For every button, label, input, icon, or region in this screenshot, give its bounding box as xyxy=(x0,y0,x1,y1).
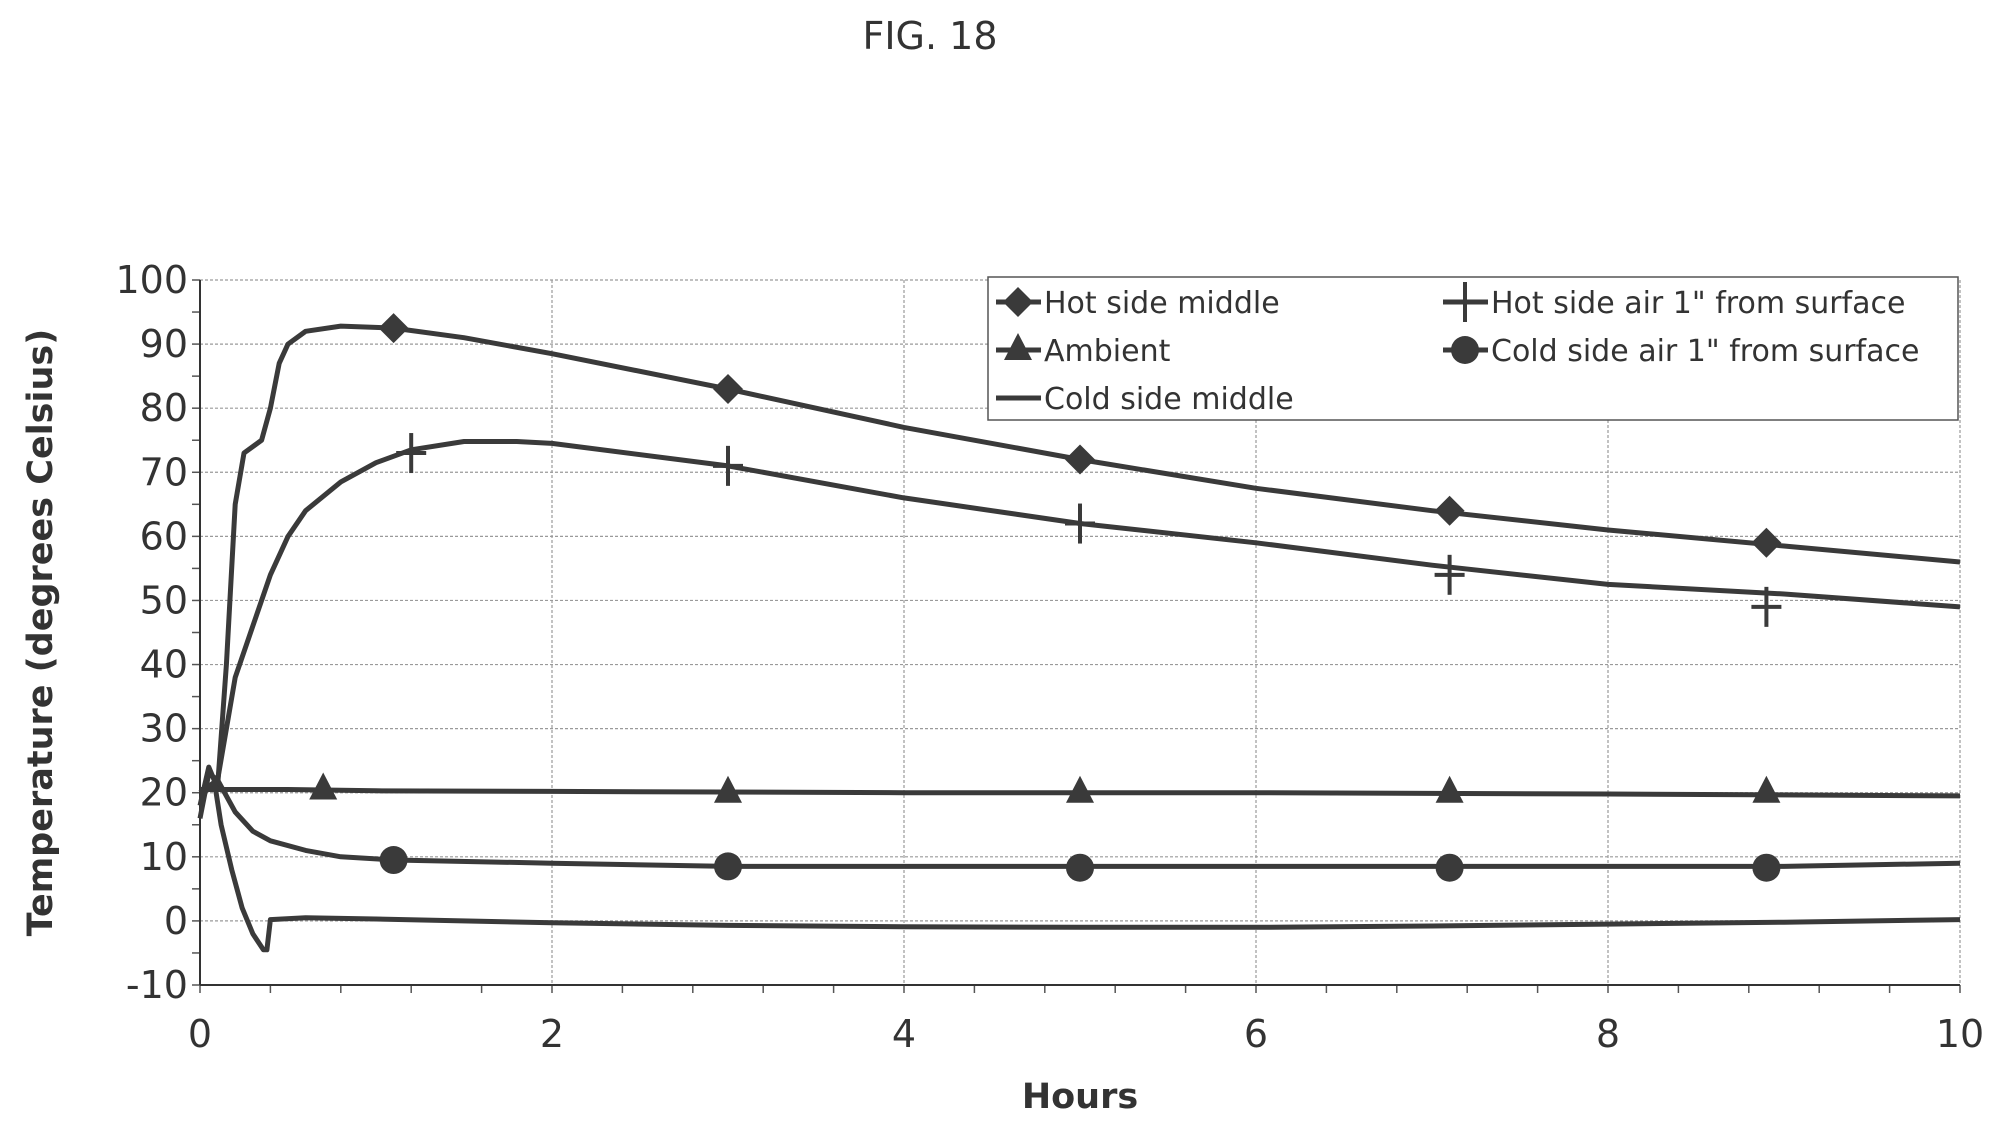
y-tick-label: 60 xyxy=(140,514,188,558)
legend-marker xyxy=(1003,287,1033,317)
series-marker xyxy=(1752,775,1781,803)
series-marker xyxy=(1066,775,1094,803)
series-marker xyxy=(1752,853,1781,882)
y-tick-label: 90 xyxy=(140,322,188,366)
legend-entry: Hot side middle xyxy=(996,286,1280,321)
legend-label: Ambient xyxy=(1044,334,1171,369)
legend-label: Hot side middle xyxy=(1044,286,1280,321)
series-marker xyxy=(713,373,743,404)
series-marker xyxy=(1435,853,1464,882)
x-tick-label: 6 xyxy=(1244,1012,1268,1056)
series-line xyxy=(199,323,1961,796)
legend-label: Cold side air 1" from surface xyxy=(1491,334,1919,369)
x-tick-label: 8 xyxy=(1596,1012,1620,1056)
legend-marker xyxy=(1451,336,1479,364)
y-axis-title: Temperature (degrees Celsius) xyxy=(21,329,61,937)
series-marker xyxy=(714,852,742,881)
y-tick-label: 100 xyxy=(115,258,188,302)
y-tick-label: 40 xyxy=(140,643,188,687)
series-marker xyxy=(379,846,408,875)
series-marker xyxy=(713,445,743,486)
figure-label: FIG. 18 xyxy=(862,14,998,58)
y-tick-label: 0 xyxy=(164,899,188,943)
legend-label: Cold side middle xyxy=(1044,382,1294,417)
series-marker xyxy=(309,772,338,800)
series-marker xyxy=(1434,495,1465,526)
series-layer xyxy=(197,313,1961,953)
series-marker xyxy=(1065,444,1095,475)
y-tick-label: -10 xyxy=(126,963,188,1007)
legend-entry: Hot side air 1" from surface xyxy=(1443,282,1905,322)
x-tick-label: 2 xyxy=(540,1012,564,1056)
series-line xyxy=(197,764,1961,953)
legend-marker xyxy=(1450,282,1480,322)
series-0 xyxy=(199,313,1961,796)
legend: Hot side middle Hot side air 1" from surf… xyxy=(987,276,1959,421)
y-tick-label: 50 xyxy=(140,578,188,622)
legend-label: Hot side air 1" from surface xyxy=(1491,286,1905,321)
y-tick-label: 70 xyxy=(140,450,188,494)
x-tick-label: 10 xyxy=(1936,1012,1984,1056)
series-4 xyxy=(197,764,1961,953)
series-marker xyxy=(1434,554,1465,595)
series-marker xyxy=(714,775,742,803)
y-tick-label: 80 xyxy=(140,386,188,430)
y-tick-label: 10 xyxy=(140,835,188,879)
series-marker xyxy=(1435,775,1464,803)
series-marker xyxy=(396,433,427,474)
series-2 xyxy=(200,772,1961,803)
series-1 xyxy=(198,433,1961,795)
legend-entry: Ambient xyxy=(996,333,1171,369)
axes xyxy=(192,279,1961,993)
y-tick-label: 30 xyxy=(140,707,188,751)
series-marker xyxy=(1751,527,1782,558)
x-tick-label: 0 xyxy=(188,1012,212,1056)
x-tick-label: 4 xyxy=(892,1012,916,1056)
x-axis-title: Hours xyxy=(1022,1077,1138,1117)
series-marker xyxy=(378,313,409,344)
series-marker xyxy=(1066,853,1094,882)
legend-entry: Cold side middle xyxy=(996,382,1294,417)
y-tick-label: 20 xyxy=(140,771,188,815)
series-marker xyxy=(1065,503,1095,544)
series-line xyxy=(198,439,1961,795)
legend-entry: Cold side air 1" from surface xyxy=(1443,334,1919,369)
series-marker xyxy=(1751,586,1782,627)
series-3 xyxy=(197,771,1961,882)
legend-marker xyxy=(1004,333,1032,360)
